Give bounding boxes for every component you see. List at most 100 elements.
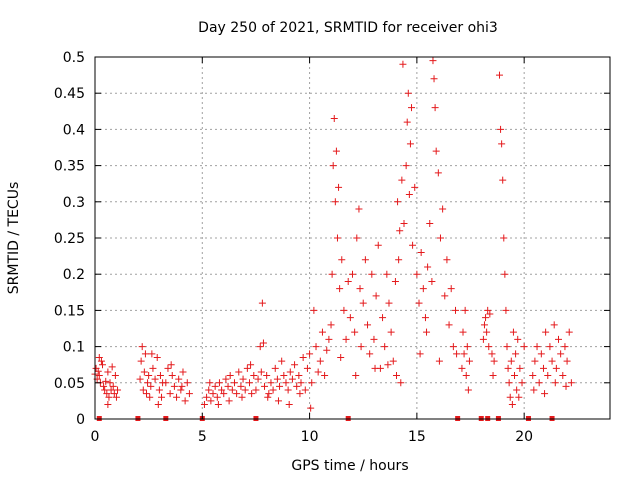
data-point bbox=[237, 382, 245, 390]
data-point bbox=[331, 198, 339, 206]
data-point bbox=[449, 343, 457, 351]
data-point bbox=[112, 393, 120, 401]
data-point bbox=[402, 162, 410, 170]
data-point bbox=[502, 306, 510, 314]
data-point bbox=[405, 191, 413, 199]
data-point bbox=[137, 357, 145, 365]
data-point bbox=[370, 335, 378, 343]
data-point bbox=[500, 234, 508, 242]
data-point bbox=[104, 368, 112, 376]
data-point bbox=[439, 205, 447, 213]
x-tick-label: 5 bbox=[198, 429, 207, 445]
data-point bbox=[297, 379, 305, 387]
data-point bbox=[153, 353, 161, 361]
data-point bbox=[254, 375, 262, 383]
data-point bbox=[284, 386, 292, 394]
data-point bbox=[555, 335, 562, 343]
data-point bbox=[464, 386, 472, 394]
data-point bbox=[424, 263, 432, 271]
data-point bbox=[399, 60, 407, 68]
data-point bbox=[100, 382, 108, 390]
data-point bbox=[520, 343, 528, 351]
data-point bbox=[177, 386, 185, 394]
data-point bbox=[562, 382, 570, 390]
data-point bbox=[106, 379, 114, 387]
data-point bbox=[282, 379, 290, 387]
data-point bbox=[248, 390, 256, 398]
data-point bbox=[110, 390, 118, 398]
data-point bbox=[452, 306, 459, 314]
data-point bbox=[335, 183, 343, 191]
data-point bbox=[428, 277, 436, 285]
data-point bbox=[544, 372, 552, 380]
data-point bbox=[274, 397, 282, 405]
data-point bbox=[429, 57, 437, 65]
x-tick-label: 20 bbox=[515, 429, 533, 445]
y-tick-label: 0.05 bbox=[54, 376, 85, 392]
data-point bbox=[316, 357, 324, 365]
data-point bbox=[218, 386, 226, 394]
data-point bbox=[463, 343, 471, 351]
data-point bbox=[310, 306, 318, 314]
data-point bbox=[461, 306, 469, 314]
data-point bbox=[162, 379, 170, 387]
data-point bbox=[516, 364, 524, 372]
data-point bbox=[507, 357, 515, 365]
data-point bbox=[301, 386, 309, 394]
data-point bbox=[146, 393, 154, 401]
data-point bbox=[357, 343, 365, 351]
data-point bbox=[416, 350, 424, 358]
data-point bbox=[533, 343, 541, 351]
data-point bbox=[530, 386, 538, 394]
data-point bbox=[295, 372, 303, 380]
data-point bbox=[480, 321, 488, 329]
data-point bbox=[513, 386, 521, 394]
data-point bbox=[488, 350, 496, 358]
data-point bbox=[353, 234, 361, 242]
data-point bbox=[314, 368, 322, 376]
data-point bbox=[364, 321, 372, 329]
data-point bbox=[144, 379, 152, 387]
data-point bbox=[101, 386, 109, 394]
data-point bbox=[391, 277, 399, 285]
data-point bbox=[166, 390, 174, 398]
data-point bbox=[167, 361, 175, 369]
data-point bbox=[539, 364, 547, 372]
data-point bbox=[559, 372, 567, 380]
data-point bbox=[381, 343, 389, 351]
data-point bbox=[542, 328, 550, 336]
data-point bbox=[205, 386, 213, 394]
data-point bbox=[280, 372, 288, 380]
data-point bbox=[344, 277, 352, 285]
data-point bbox=[257, 368, 265, 376]
data-point bbox=[108, 363, 116, 371]
data-point bbox=[238, 393, 246, 401]
data-point bbox=[385, 299, 393, 307]
data-point bbox=[97, 357, 105, 365]
data-point bbox=[296, 390, 304, 398]
data-point bbox=[114, 386, 122, 394]
data-point bbox=[415, 299, 423, 307]
data-point bbox=[411, 183, 419, 191]
data-point bbox=[95, 353, 103, 361]
grid-lines bbox=[95, 57, 610, 419]
data-point bbox=[329, 162, 337, 170]
data-point bbox=[458, 364, 466, 372]
data-point bbox=[256, 343, 264, 351]
data-point bbox=[271, 364, 279, 372]
data-point bbox=[183, 379, 191, 387]
data-point bbox=[267, 379, 275, 387]
data-point bbox=[148, 350, 156, 358]
data-point bbox=[501, 270, 509, 278]
data-point bbox=[387, 328, 395, 336]
data-point bbox=[359, 299, 367, 307]
y-tick-label: 0.25 bbox=[54, 231, 85, 247]
data-point bbox=[105, 393, 113, 401]
data-point bbox=[259, 339, 267, 347]
y-tick-label: 0.15 bbox=[54, 303, 85, 319]
y-tick-label: 0.5 bbox=[63, 50, 85, 66]
data-point bbox=[173, 393, 181, 401]
data-point bbox=[486, 310, 494, 318]
data-point bbox=[479, 335, 487, 343]
